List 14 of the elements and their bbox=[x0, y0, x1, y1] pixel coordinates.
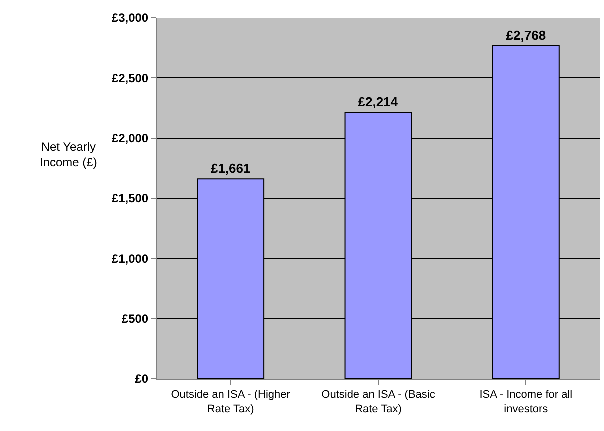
data-label: £1,661 bbox=[210, 161, 251, 176]
y-tick-label: £0 bbox=[135, 372, 149, 386]
data-label: £2,214 bbox=[358, 94, 399, 110]
y-tick-label: £3,000 bbox=[112, 11, 149, 26]
y-tick-label: £1,000 bbox=[112, 252, 149, 266]
y-tick-label: £2,000 bbox=[112, 132, 149, 146]
x-tick-label: Outside an ISA - (Basic Rate Tax) bbox=[322, 389, 436, 416]
x-tick-label: ISA - Income for all investors bbox=[480, 389, 573, 416]
x-tick-label: Outside an ISA - (Higher Rate Tax) bbox=[171, 389, 291, 416]
y-tick-label: £1,500 bbox=[112, 192, 149, 206]
y-axis-title: Net Yearly Income (£) bbox=[40, 140, 98, 170]
y-tick-label: £2,500 bbox=[112, 71, 149, 86]
data-label: £2,768 bbox=[506, 28, 546, 43]
y-tick-label: £500 bbox=[122, 312, 149, 326]
